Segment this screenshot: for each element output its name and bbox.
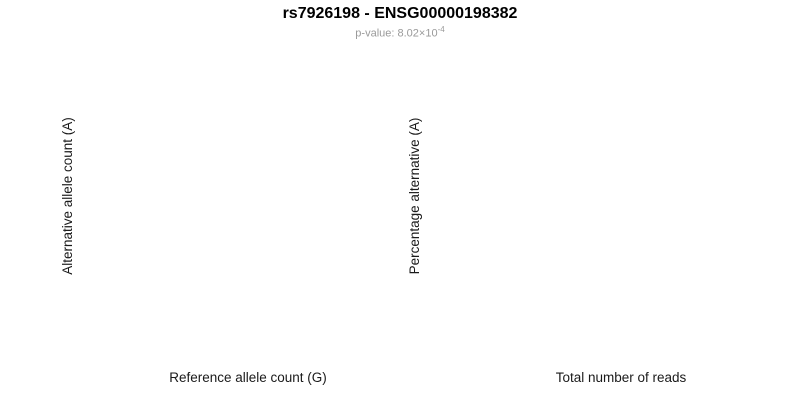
right-yaxis-label: Percentage alternative (A) xyxy=(407,118,422,275)
left-yaxis-label: Alternative allele count (A) xyxy=(60,117,75,275)
right-xaxis-label: Total number of reads xyxy=(556,370,687,385)
figure-title: rs7926198 - ENSG00000198382 xyxy=(282,5,518,22)
left-xaxis-label: Reference allele count (G) xyxy=(169,370,327,385)
figure-subtitle: p-value: 8.02×10-4 xyxy=(0,25,800,40)
pvalue-text: p-value: 8.02×10 xyxy=(355,27,438,40)
pvalue-exponent: -4 xyxy=(437,25,445,34)
